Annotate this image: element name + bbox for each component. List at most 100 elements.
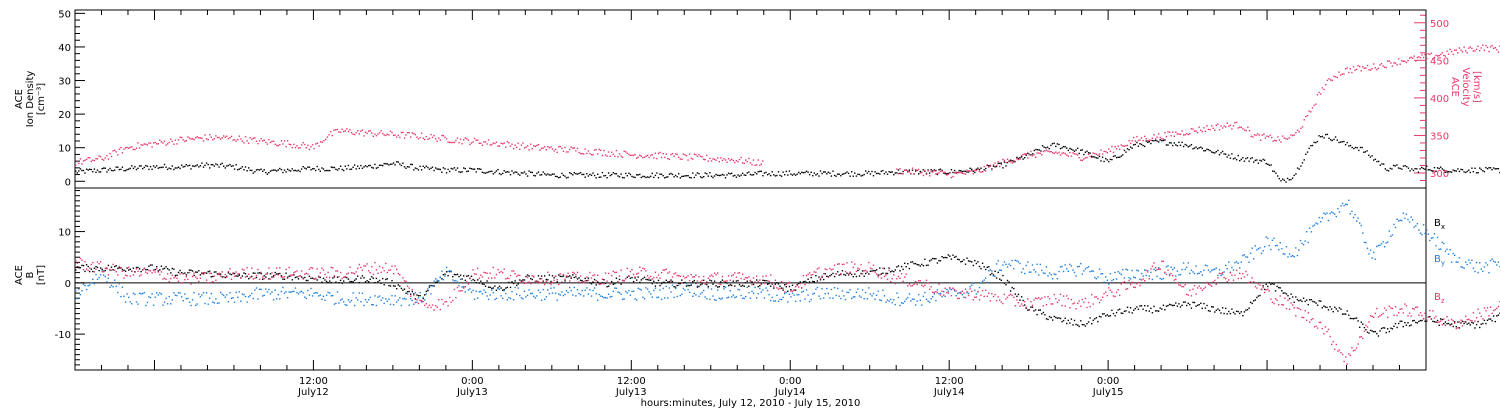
density-series-point — [202, 166, 205, 168]
velocity-series-point — [1066, 154, 1068, 156]
bz-series-point — [1360, 336, 1362, 338]
density-series-point — [618, 176, 621, 178]
bx-series-point — [1497, 314, 1500, 316]
density-series-point — [952, 171, 954, 174]
bz-series-point — [1221, 272, 1224, 274]
bz-series-point — [500, 270, 502, 273]
velocity-series-point — [405, 134, 407, 136]
by-series-point — [776, 294, 778, 296]
by-series-point — [679, 294, 681, 297]
by-series-point — [899, 304, 901, 307]
bz-series-point — [497, 268, 499, 271]
bx-series-point — [611, 280, 613, 283]
density-series-point — [858, 173, 861, 176]
density-series-point — [1412, 169, 1415, 172]
density-series-point — [544, 173, 546, 175]
bx-series-point — [1352, 318, 1355, 320]
velocity-series-point — [79, 158, 82, 160]
density-series-point — [1206, 148, 1208, 150]
bx-series-point — [1471, 321, 1473, 324]
by-series-point — [561, 291, 563, 293]
velocity-series-point — [1089, 155, 1091, 158]
bz-series-point — [299, 275, 301, 277]
by-series-point — [584, 289, 586, 292]
bz-series-point — [277, 274, 279, 276]
bz-series-point — [537, 280, 540, 283]
bx-series-point — [277, 273, 279, 275]
density-series-point — [631, 175, 633, 178]
bx-series-point — [880, 273, 882, 275]
bz-series-point — [470, 279, 473, 282]
density-series-point — [360, 164, 362, 167]
bx-series-point — [1405, 324, 1408, 326]
by-series-point — [762, 289, 764, 291]
density-series-point — [249, 169, 251, 171]
velocity-series-point — [1165, 135, 1168, 138]
density-series-point — [774, 175, 777, 177]
by-series-point — [286, 297, 289, 299]
bz-series-point — [151, 272, 153, 274]
by-series-point — [229, 292, 231, 294]
by-series-point — [177, 292, 180, 294]
by-series-point — [989, 269, 992, 271]
bz-series-point — [145, 271, 147, 273]
by-series-point — [928, 301, 931, 303]
by-series-point — [629, 294, 632, 296]
by-series-point — [148, 296, 150, 298]
bz-series-point — [729, 279, 731, 281]
bz-series-point — [698, 276, 700, 278]
velocity-series-point — [506, 141, 508, 143]
velocity-series-point — [629, 154, 632, 157]
by-series-point — [732, 294, 734, 296]
bz-series-point — [1405, 305, 1408, 307]
velocity-series-point — [310, 146, 312, 148]
bz-series-point — [288, 266, 290, 269]
density-series-point — [494, 171, 496, 174]
velocity-series-point — [198, 137, 200, 139]
velocity-series-point — [252, 137, 254, 139]
bz-series-point — [424, 304, 426, 307]
bz-series-point — [96, 261, 99, 263]
velocity-series-point — [243, 142, 245, 144]
bz-series-point — [160, 271, 163, 273]
by-series-point — [706, 298, 708, 300]
density-series-point — [542, 171, 544, 173]
density-series-point — [1331, 139, 1333, 142]
density-series-point — [1458, 170, 1461, 173]
density-series-point — [1493, 167, 1495, 169]
bz-series-point — [1249, 281, 1252, 283]
bx-series-point — [1374, 330, 1376, 333]
by-series-point — [1237, 262, 1239, 264]
density-series-point — [1123, 149, 1126, 152]
bz-series-point — [621, 280, 624, 282]
velocity-series-point — [558, 146, 560, 148]
velocity-series-point — [1489, 46, 1492, 48]
density-series-point — [81, 169, 83, 172]
by-series-point — [1170, 266, 1172, 268]
density-series-point — [455, 169, 457, 171]
density-series-point — [1242, 157, 1244, 159]
velocity-series-point — [84, 159, 86, 161]
by-series-point — [693, 292, 695, 295]
by-series-point — [1120, 273, 1122, 276]
velocity-series-point — [1286, 138, 1289, 140]
bx-series-point — [1477, 320, 1479, 323]
velocity-series-point — [757, 159, 759, 161]
bx-series-point — [425, 290, 427, 293]
bx-series-point — [1396, 326, 1398, 329]
by-series-point — [1357, 217, 1359, 219]
bz-series-point — [154, 271, 156, 273]
velocity-series-point — [1112, 151, 1115, 154]
velocity-series-point — [360, 130, 362, 132]
bx-series-point — [188, 269, 191, 271]
by-series-point — [191, 299, 194, 301]
by-series-point — [620, 293, 622, 295]
bz-series-point — [1377, 316, 1380, 318]
bx-series-point — [1491, 320, 1493, 322]
density-series-point — [907, 170, 909, 172]
density-series-point — [349, 168, 351, 171]
density-series-point — [634, 176, 636, 179]
bz-series-point — [190, 283, 192, 285]
bz-series-point — [975, 296, 978, 298]
bz-series-point — [1048, 298, 1051, 300]
